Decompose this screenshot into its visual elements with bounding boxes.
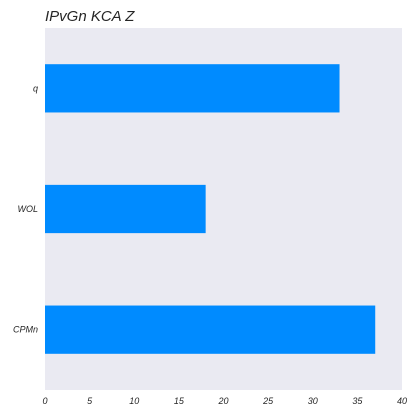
bar-wol — [45, 184, 206, 234]
x-tick-labels: 0 5 10 15 20 25 30 35 40 — [42, 396, 407, 406]
x-tick-label: 40 — [397, 396, 407, 406]
x-tick-label: 30 — [308, 396, 318, 406]
x-tick-label: 5 — [87, 396, 93, 406]
x-tick-label: 20 — [217, 396, 228, 406]
bar-cpmn — [45, 305, 376, 354]
x-tick-label: 15 — [174, 396, 185, 406]
bar-q — [45, 64, 340, 113]
x-tick-label: 35 — [352, 396, 363, 406]
x-tick-label: 10 — [129, 396, 139, 406]
chart-title: IPvGn KCA Z — [45, 8, 135, 25]
y-tick-label: CPMn — [13, 325, 38, 335]
x-tick-label: 0 — [42, 396, 47, 406]
y-tick-labels: q WOL CPMn — [13, 83, 38, 334]
x-tick-label: 25 — [262, 396, 274, 406]
bars-layer — [45, 64, 376, 354]
y-tick-label: q — [33, 83, 38, 93]
y-tick-label: WOL — [17, 204, 38, 214]
